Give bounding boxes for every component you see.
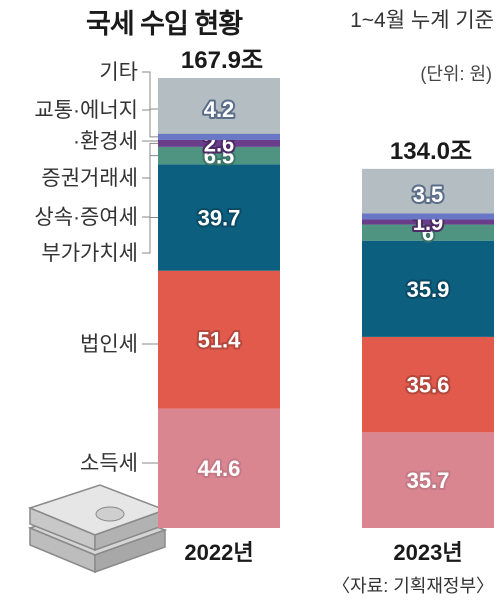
value-label-1-1: 44.6 [198, 456, 241, 481]
leader-line-7 [142, 109, 158, 138]
segment-2-5 [362, 219, 494, 225]
category-label-4: 상속·증여세 [34, 206, 138, 229]
segment-2-3 [362, 240, 494, 337]
category-label-6: ·환경세 [73, 130, 138, 153]
value-label-2-1: 35.7 [407, 468, 450, 493]
value-label-2-8: 3.5 [413, 182, 444, 207]
segment-1-5 [158, 139, 280, 147]
value-label-2-4: 6 [422, 221, 434, 246]
source-label: 〈자료: 기획재정부〉 [332, 576, 494, 596]
leader-line-5 [142, 142, 158, 179]
value-label-2-3: 35.9 [407, 277, 450, 302]
money-stack-icon [27, 484, 168, 574]
leader-line-3 [142, 217, 158, 254]
category-label-3: 부가가치세 [41, 242, 138, 265]
segment-1-2 [158, 270, 280, 409]
chart-title: 국세 수입 현황 [86, 9, 243, 39]
unit-label: (단위: 원) [420, 64, 492, 84]
value-label-1-3: 39.7 [198, 206, 241, 231]
segment-2-4 [362, 224, 494, 241]
leader-line-4 [142, 155, 158, 218]
value-label-2-2: 35.6 [407, 373, 450, 398]
total-label-2: 134.0조 [390, 138, 472, 165]
segment-1-1 [158, 408, 280, 528]
segment-2-8 [362, 168, 494, 220]
year-label-2: 2023년 [393, 540, 462, 565]
segment-2-2 [362, 336, 494, 433]
category-leader-lines: 소득세 법인세 부가가치세 상속·증여세 증권거래세 ·환경세 교통·에너지 기타 [34, 61, 158, 475]
category-label-8: 기타 [99, 61, 138, 84]
category-label-1: 소득세 [80, 452, 138, 475]
segment-2-1 [362, 432, 494, 528]
segment-1-4 [158, 146, 280, 165]
segment-1-3 [158, 164, 280, 271]
category-label-7: 교통·에너지 [34, 99, 138, 122]
value-label-1-8: 4.2 [204, 97, 235, 122]
category-label-2: 법인세 [80, 333, 138, 356]
segment-1-8 [158, 78, 280, 140]
segment-energy-1 [158, 133, 280, 140]
value-label-1-2: 51.4 [198, 328, 242, 353]
category-label-5: 증권거래세 [41, 167, 138, 190]
segment-energy-2 [362, 213, 494, 220]
total-label-1: 167.9조 [181, 47, 263, 74]
year-label-1: 2022년 [184, 540, 253, 565]
chart-subtitle: 1~4월 누계 기준 [350, 9, 494, 32]
leader-line-8 [142, 71, 158, 110]
